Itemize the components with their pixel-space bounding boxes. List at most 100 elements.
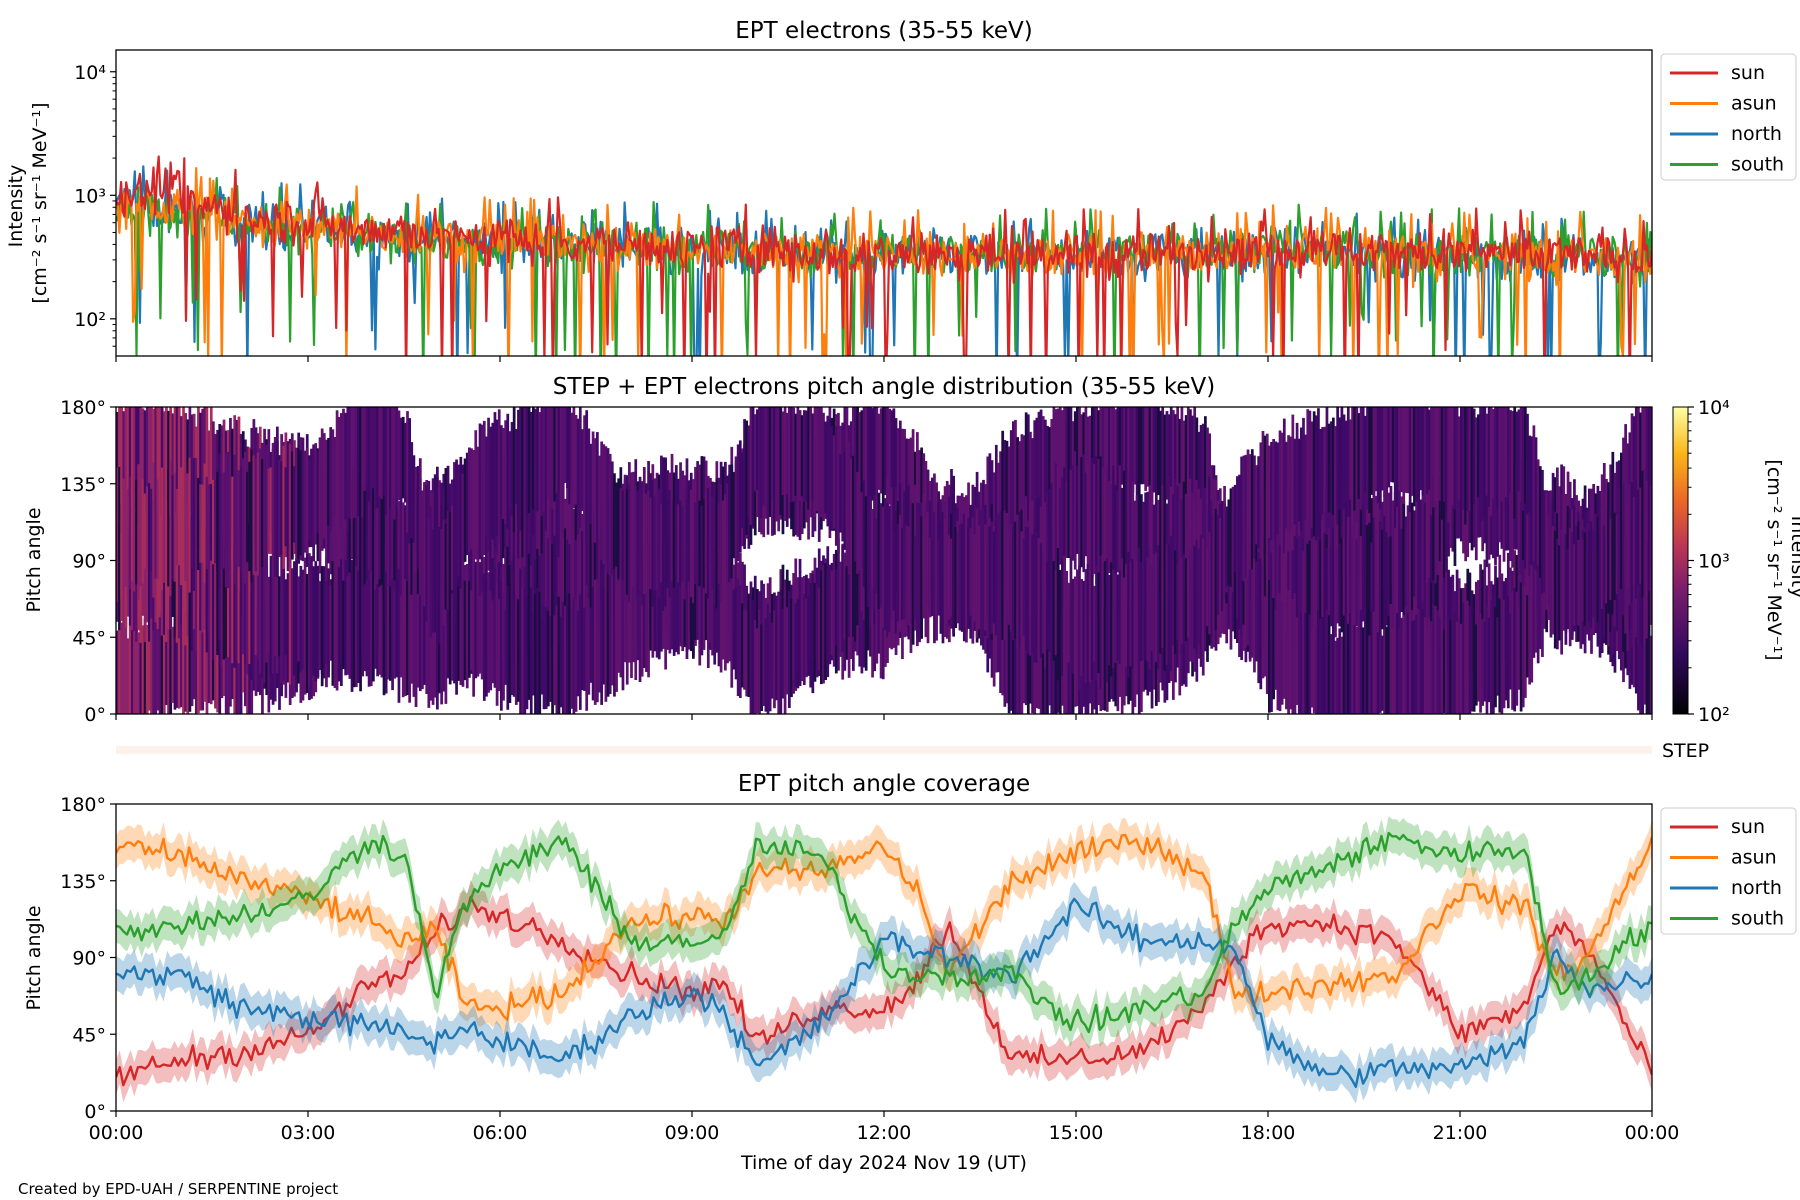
pad-cell bbox=[1468, 407, 1472, 511]
pad-cell bbox=[1310, 630, 1314, 708]
pad-cell bbox=[220, 533, 224, 667]
pad-cell bbox=[1417, 490, 1421, 606]
pad-cell bbox=[564, 528, 567, 659]
pad-cell bbox=[397, 501, 401, 581]
pad-cell bbox=[1012, 526, 1015, 631]
pad-cell bbox=[1391, 526, 1395, 630]
pad-cell bbox=[1436, 551, 1440, 658]
pad-cell bbox=[122, 620, 126, 714]
pad-cell bbox=[753, 620, 757, 714]
pad-cell bbox=[681, 505, 685, 582]
pad-cell bbox=[1300, 523, 1303, 658]
pad-cell bbox=[1289, 606, 1293, 710]
pad-cell bbox=[335, 410, 339, 538]
pad-cell bbox=[214, 480, 217, 564]
pad-cell bbox=[241, 568, 245, 655]
pad-cell bbox=[361, 479, 365, 566]
pad-cell bbox=[141, 479, 145, 584]
pad-cell bbox=[139, 407, 143, 507]
pad-cell bbox=[711, 497, 714, 590]
pad-cell bbox=[1189, 409, 1192, 527]
pad-cell bbox=[628, 484, 631, 603]
pad-cell bbox=[1634, 602, 1638, 694]
pad-cell bbox=[593, 579, 597, 705]
pad-cell bbox=[1340, 473, 1344, 585]
pad-cell bbox=[1063, 467, 1066, 577]
pad-cell bbox=[634, 554, 638, 680]
pad-cell bbox=[1609, 464, 1613, 573]
coverage-line-sun bbox=[116, 895, 1652, 1087]
pad-cell bbox=[610, 576, 614, 686]
pad-cell bbox=[990, 521, 994, 634]
pad-cell bbox=[800, 415, 804, 497]
pad-cell bbox=[517, 599, 520, 702]
pad-cell bbox=[1319, 470, 1322, 582]
pad-cell bbox=[811, 574, 815, 694]
pad-cell bbox=[1016, 437, 1019, 527]
pad-cell bbox=[1406, 505, 1410, 619]
pad-cell bbox=[1112, 569, 1115, 669]
pad-cell bbox=[320, 428, 324, 548]
pad-cell bbox=[167, 611, 170, 714]
pad-cell bbox=[1056, 408, 1060, 523]
pad-cell bbox=[1477, 626, 1480, 702]
pad-cell bbox=[1425, 629, 1429, 714]
coverage-line-asun bbox=[116, 833, 1652, 1021]
pad-cell bbox=[1524, 454, 1527, 569]
pad-cell bbox=[148, 631, 151, 711]
pad-cell bbox=[1605, 522, 1608, 604]
pad-cell bbox=[698, 531, 702, 666]
pad-cell bbox=[126, 638, 130, 714]
pad-cell bbox=[860, 410, 864, 507]
pad-cell bbox=[615, 482, 618, 567]
pad-cell bbox=[632, 573, 635, 663]
pad-cell bbox=[768, 407, 772, 517]
pad-cell bbox=[1602, 525, 1606, 605]
pad-cell bbox=[312, 566, 315, 676]
pad-cell bbox=[186, 419, 190, 503]
pad-cell bbox=[474, 430, 478, 560]
pad-cell bbox=[169, 598, 173, 714]
pad-cell bbox=[1366, 525, 1369, 638]
pad-cell bbox=[1152, 554, 1156, 662]
pad-cell bbox=[1329, 421, 1333, 513]
pad-cell bbox=[642, 492, 646, 594]
pad-cell bbox=[293, 466, 296, 543]
pad-cell bbox=[994, 519, 998, 636]
pad-cell bbox=[269, 467, 273, 555]
pad-cell bbox=[1174, 414, 1177, 506]
pad-cell bbox=[1180, 499, 1184, 588]
pad-cell bbox=[687, 542, 691, 649]
pad-cell bbox=[1327, 482, 1331, 571]
pad-cell bbox=[295, 447, 298, 560]
pad-cell bbox=[1528, 435, 1531, 513]
pad-cell bbox=[293, 561, 296, 676]
pad-cell bbox=[1536, 546, 1540, 664]
pad-cell bbox=[589, 509, 593, 623]
pad-cell bbox=[1148, 549, 1152, 670]
pad-cell bbox=[384, 407, 388, 515]
pad-cell bbox=[1310, 421, 1314, 528]
pad-cell bbox=[1383, 515, 1386, 643]
pad-cell bbox=[625, 557, 629, 685]
pad-cell bbox=[216, 471, 219, 572]
pad-cell bbox=[476, 593, 480, 675]
pad-cell bbox=[158, 461, 162, 597]
pad-cell bbox=[143, 618, 147, 714]
pad-cell bbox=[186, 600, 190, 714]
pad-cell bbox=[1146, 491, 1150, 596]
pad-cell bbox=[1383, 407, 1386, 497]
pad-cell bbox=[864, 496, 868, 579]
pad-cell bbox=[732, 589, 736, 670]
pad-cell bbox=[461, 576, 465, 687]
pad-cell bbox=[854, 476, 857, 562]
pad-cell bbox=[354, 407, 358, 518]
pad-cell bbox=[1142, 407, 1145, 485]
pad-cell bbox=[1387, 615, 1391, 714]
y-tick-label: 180° bbox=[60, 794, 106, 816]
pad-cell bbox=[681, 545, 685, 652]
pad-cell bbox=[719, 547, 723, 673]
pad-cell bbox=[1436, 610, 1440, 714]
pad-cell bbox=[1532, 577, 1536, 658]
pad-cell bbox=[839, 561, 842, 642]
